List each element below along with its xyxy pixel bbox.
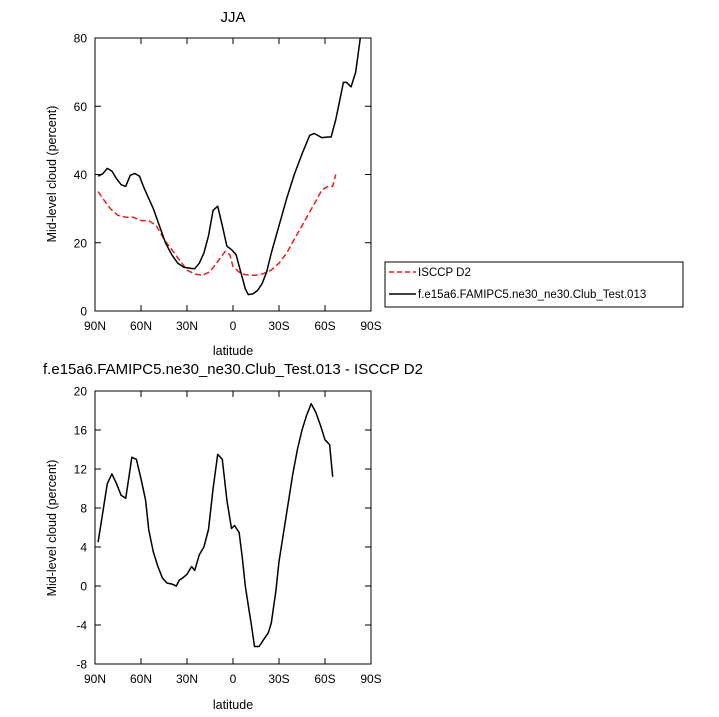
legend-label-isccp: ISCCP D2 bbox=[418, 267, 471, 279]
top-y-tick-label: 80 bbox=[74, 32, 88, 46]
top-chart-x-axis: 90N 60N 30N 0 30S 60S 90S bbox=[84, 38, 382, 333]
top-x-tick-label: 60S bbox=[314, 319, 335, 333]
bottom-chart-series bbox=[97, 402, 334, 648]
bottom-y-tick-label: 8 bbox=[80, 502, 87, 516]
legend-label-model: f.e15a6.FAMIPC5.ne30_ne30.Club_Test.013 bbox=[418, 289, 646, 301]
bottom-y-tick-label: -8 bbox=[76, 658, 87, 672]
top-chart-xlabel: latitude bbox=[213, 344, 253, 358]
top-chart-title: JJA bbox=[220, 9, 245, 26]
bottom-y-tick-label: -4 bbox=[76, 619, 87, 633]
top-x-tick-label: 30N bbox=[176, 319, 198, 333]
bottom-x-tick-label: 30S bbox=[268, 672, 289, 686]
bottom-y-tick-label: 4 bbox=[80, 541, 87, 555]
top-chart: JJA Mid-level cloud (percent) latitude 0… bbox=[45, 9, 684, 358]
top-y-tick-label: 40 bbox=[74, 168, 88, 182]
bottom-chart: f.e15a6.FAMIPC5.ne30_ne30.Club_Test.013 … bbox=[43, 361, 423, 712]
top-chart-ylabel: Mid-level cloud (percent) bbox=[45, 106, 59, 243]
bottom-chart-y-axis: -8 -4 0 4 8 12 16 20 bbox=[74, 385, 371, 672]
top-y-tick-label: 20 bbox=[74, 236, 88, 250]
bottom-chart-ylabel: Mid-level cloud (percent) bbox=[45, 460, 59, 597]
bottom-chart-x-axis: 90N 60N 30N 0 30S 60S 90S bbox=[84, 391, 382, 686]
bottom-y-tick-label: 20 bbox=[74, 385, 88, 399]
top-chart-y-axis: 0 20 40 60 80 bbox=[74, 32, 371, 319]
top-chart-series bbox=[97, 37, 362, 296]
bottom-x-tick-label: 0 bbox=[230, 672, 237, 686]
top-x-tick-label: 60N bbox=[130, 319, 152, 333]
top-y-tick-label: 60 bbox=[74, 100, 88, 114]
bottom-chart-title: f.e15a6.FAMIPC5.ne30_ne30.Club_Test.013 … bbox=[43, 361, 423, 378]
bottom-x-tick-label: 90N bbox=[84, 672, 106, 686]
top-series-line-2 bbox=[97, 37, 362, 296]
bottom-y-tick-label: 16 bbox=[74, 424, 88, 438]
top-y-tick-label: 0 bbox=[80, 305, 87, 319]
top-series-line-1 bbox=[97, 174, 337, 276]
top-x-tick-label: 90S bbox=[360, 319, 381, 333]
bottom-x-tick-label: 60N bbox=[130, 672, 152, 686]
bottom-x-tick-label: 30N bbox=[176, 672, 198, 686]
bottom-x-tick-label: 90S bbox=[360, 672, 381, 686]
bottom-x-tick-label: 60S bbox=[314, 672, 335, 686]
top-x-tick-label: 30S bbox=[268, 319, 289, 333]
top-x-tick-label: 90N bbox=[84, 319, 106, 333]
top-chart-legend: ISCCP D2 f.e15a6.FAMIPC5.ne30_ne30.Club_… bbox=[384, 261, 684, 308]
bottom-chart-plot-frame bbox=[94, 390, 372, 665]
top-x-tick-label: 0 bbox=[230, 319, 237, 333]
legend-box bbox=[384, 261, 684, 308]
bottom-chart-xlabel: latitude bbox=[213, 698, 253, 712]
bottom-y-tick-label: 12 bbox=[74, 463, 88, 477]
bottom-series-line-1 bbox=[97, 402, 334, 648]
bottom-y-tick-label: 0 bbox=[80, 580, 87, 594]
top-chart-plot-frame bbox=[94, 37, 372, 312]
